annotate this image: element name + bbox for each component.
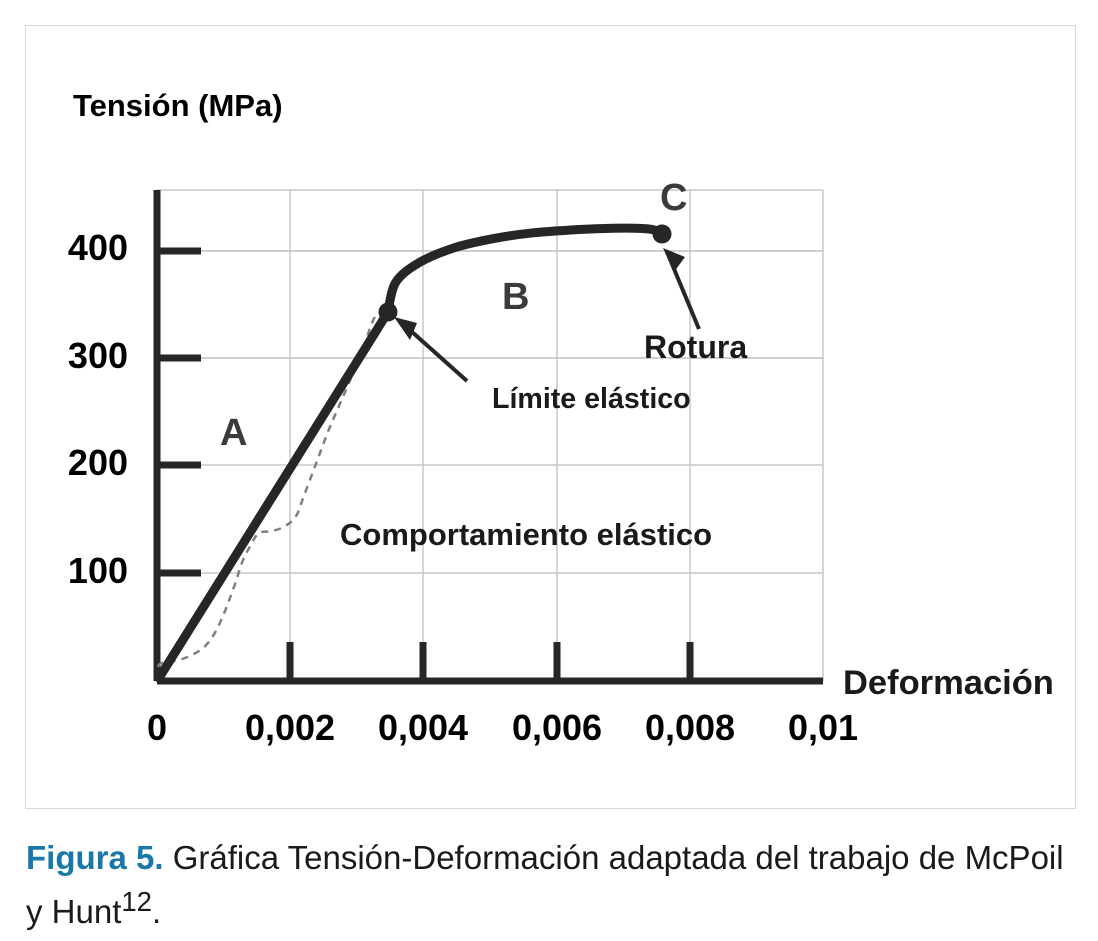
svg-text:100: 100 bbox=[68, 550, 128, 591]
svg-text:300: 300 bbox=[68, 335, 128, 376]
svg-text:Comportamiento elástico: Comportamiento elástico bbox=[340, 517, 712, 552]
svg-text:Deformación: Deformación bbox=[843, 664, 1054, 702]
svg-text:0,01: 0,01 bbox=[788, 707, 858, 748]
svg-text:0,002: 0,002 bbox=[245, 707, 335, 748]
svg-text:C: C bbox=[660, 177, 687, 219]
svg-text:0,008: 0,008 bbox=[645, 707, 735, 748]
svg-text:Límite elástico: Límite elástico bbox=[492, 383, 691, 415]
svg-text:B: B bbox=[502, 276, 529, 318]
svg-text:0: 0 bbox=[147, 707, 167, 748]
svg-text:400: 400 bbox=[68, 227, 128, 268]
svg-text:200: 200 bbox=[68, 442, 128, 483]
svg-text:Rotura: Rotura bbox=[644, 329, 747, 365]
svg-text:0,004: 0,004 bbox=[378, 707, 468, 748]
svg-text:A: A bbox=[220, 412, 247, 454]
svg-text:0,006: 0,006 bbox=[512, 707, 602, 748]
